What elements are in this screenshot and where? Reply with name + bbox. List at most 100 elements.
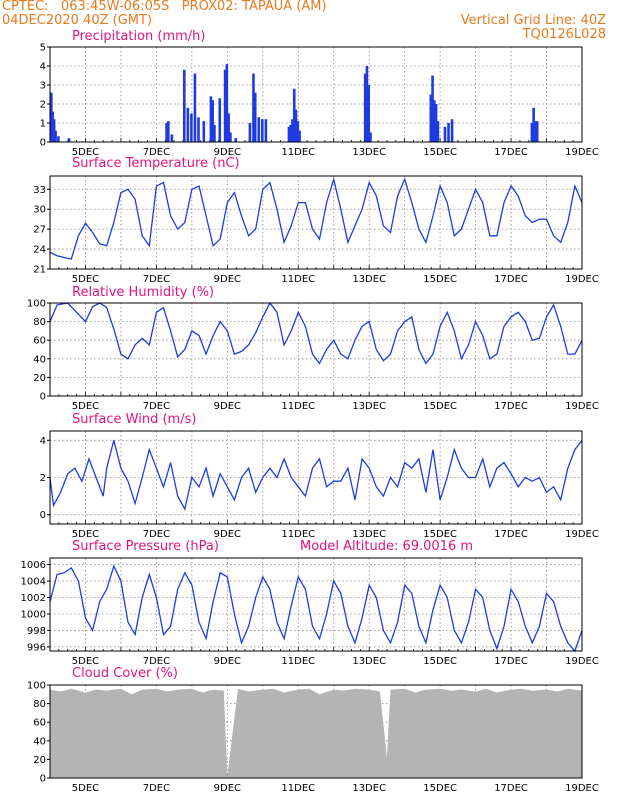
precip-bar xyxy=(534,121,537,142)
precip-bar xyxy=(197,117,200,142)
precip-bar xyxy=(365,66,369,142)
temp-xtick-label: 7DEC xyxy=(143,274,170,285)
precip-bar xyxy=(291,119,294,142)
cloud-xtick-label: 17DEC xyxy=(494,783,528,794)
humidity-xtick-label: 9DEC xyxy=(214,401,241,412)
precip-bar xyxy=(223,69,227,142)
temp-xtick-label: 19DEC xyxy=(565,274,599,285)
precip-bar xyxy=(532,107,535,142)
precip-ytick-label: 1 xyxy=(40,119,46,130)
pressure-ytick-label: 1000 xyxy=(21,609,46,620)
humidity-ytick-label: 80 xyxy=(33,317,46,328)
temp-ytick-label: 27 xyxy=(33,225,46,236)
pressure-ytick-label: 998 xyxy=(27,626,46,637)
precip-bar xyxy=(54,130,57,142)
pressure-ytick-label: 1006 xyxy=(21,560,46,571)
humidity-ytick-label: 0 xyxy=(40,392,46,403)
cloud-ytick-label: 80 xyxy=(33,699,46,710)
precip-bar xyxy=(248,123,252,142)
precip-xtick-label: 11DEC xyxy=(281,147,315,158)
header-left-line2: 04DEC2020 40Z (GMT) xyxy=(2,13,153,28)
precip-bar xyxy=(67,138,71,142)
cloud-area xyxy=(50,688,582,778)
precip-bar xyxy=(450,119,454,142)
temp-xtick-label: 11DEC xyxy=(281,274,315,285)
precip-bar xyxy=(443,126,447,142)
precip-bar xyxy=(253,92,257,142)
pressure-series-line xyxy=(49,564,583,653)
humidity-xtick-label: 5DEC xyxy=(72,401,99,412)
precip-bar xyxy=(289,124,292,142)
humidity-xtick-label: 19DEC xyxy=(565,401,599,412)
precip-bar xyxy=(530,123,534,142)
precip-ytick-label: 2 xyxy=(40,100,46,111)
cloud-frame xyxy=(49,684,583,779)
precip-bar xyxy=(252,73,255,142)
precip-title: Precipitation (mm/h) xyxy=(72,29,206,44)
wind-ytick-label: 0 xyxy=(40,510,46,521)
precip-xtick-label: 9DEC xyxy=(214,147,241,158)
precip-bar xyxy=(229,132,232,142)
pressure-xtick-label: 5DEC xyxy=(72,656,99,667)
humidity-frame xyxy=(49,302,583,397)
precip-bar xyxy=(429,94,433,142)
wind-ytick-label: 4 xyxy=(40,436,46,447)
precip-ytick-label: 0 xyxy=(40,138,46,149)
wind-xtick-label: 9DEC xyxy=(214,529,241,540)
wind-frame xyxy=(49,430,583,525)
precip-bar xyxy=(264,119,268,142)
precip-bar xyxy=(535,121,539,142)
precip-bar xyxy=(213,124,216,142)
temp-ytick-label: 21 xyxy=(33,265,46,276)
precip-bar xyxy=(209,96,213,142)
pressure-xtick-label: 11DEC xyxy=(281,656,315,667)
temp-xtick-label: 13DEC xyxy=(352,274,386,285)
pressure-ytick-label: 1004 xyxy=(21,577,46,588)
precip-bar xyxy=(186,107,190,142)
temp-ytick-label: 33 xyxy=(33,185,46,196)
cloud-ytick-label: 20 xyxy=(33,755,46,766)
wind-xtick-label: 17DEC xyxy=(494,529,528,540)
temp-ytick-label: 24 xyxy=(33,245,46,256)
pressure-ytick-label: 1002 xyxy=(21,593,46,604)
wind-series-line xyxy=(49,439,583,511)
precip-bar xyxy=(50,92,53,142)
cloud-ytick-label: 0 xyxy=(40,774,46,785)
precip-bar xyxy=(170,134,174,142)
precip-bar xyxy=(294,109,298,142)
wind-xtick-label: 15DEC xyxy=(423,529,457,540)
precip-bar xyxy=(190,113,193,142)
precip-xtick-label: 15DEC xyxy=(423,147,457,158)
precip-bar xyxy=(202,121,206,142)
precip-bar xyxy=(433,100,436,142)
cloud-xtick-label: 15DEC xyxy=(423,783,457,794)
wind-xtick-label: 7DEC xyxy=(143,529,170,540)
precip-bar xyxy=(52,119,56,142)
cloud-ytick-label: 100 xyxy=(27,681,46,692)
temp-xtick-label: 17DEC xyxy=(494,274,528,285)
precip-bar xyxy=(257,117,261,142)
precip-xtick-label: 5DEC xyxy=(72,147,99,158)
model-altitude: Model Altitude: 69.0016 m xyxy=(300,539,474,554)
temp-xtick-label: 9DEC xyxy=(214,274,241,285)
humidity-ytick-label: 60 xyxy=(33,336,46,347)
temp-title: Surface Temperature (nC) xyxy=(72,156,240,171)
pressure-xtick-label: 17DEC xyxy=(494,656,528,667)
cloud-xtick-label: 13DEC xyxy=(352,783,386,794)
precip-bar xyxy=(298,130,301,142)
temp-xtick-label: 5DEC xyxy=(72,274,99,285)
pressure-frame xyxy=(49,557,583,652)
cloud-ytick-label: 40 xyxy=(33,736,46,747)
humidity-ytick-label: 40 xyxy=(33,354,46,365)
precip-bar xyxy=(431,75,434,142)
humidity-xtick-label: 15DEC xyxy=(423,401,457,412)
precip-bar xyxy=(225,64,229,142)
header-right-line2: TQ0126L028 xyxy=(522,27,606,42)
precip-bar xyxy=(369,132,372,142)
precip-xtick-label: 13DEC xyxy=(352,147,386,158)
cloud-xtick-label: 7DEC xyxy=(143,783,170,794)
humidity-xtick-label: 13DEC xyxy=(352,401,386,412)
precip-bar xyxy=(261,119,264,142)
cloud-ytick-label: 60 xyxy=(33,718,46,729)
precip-bar xyxy=(167,121,170,142)
